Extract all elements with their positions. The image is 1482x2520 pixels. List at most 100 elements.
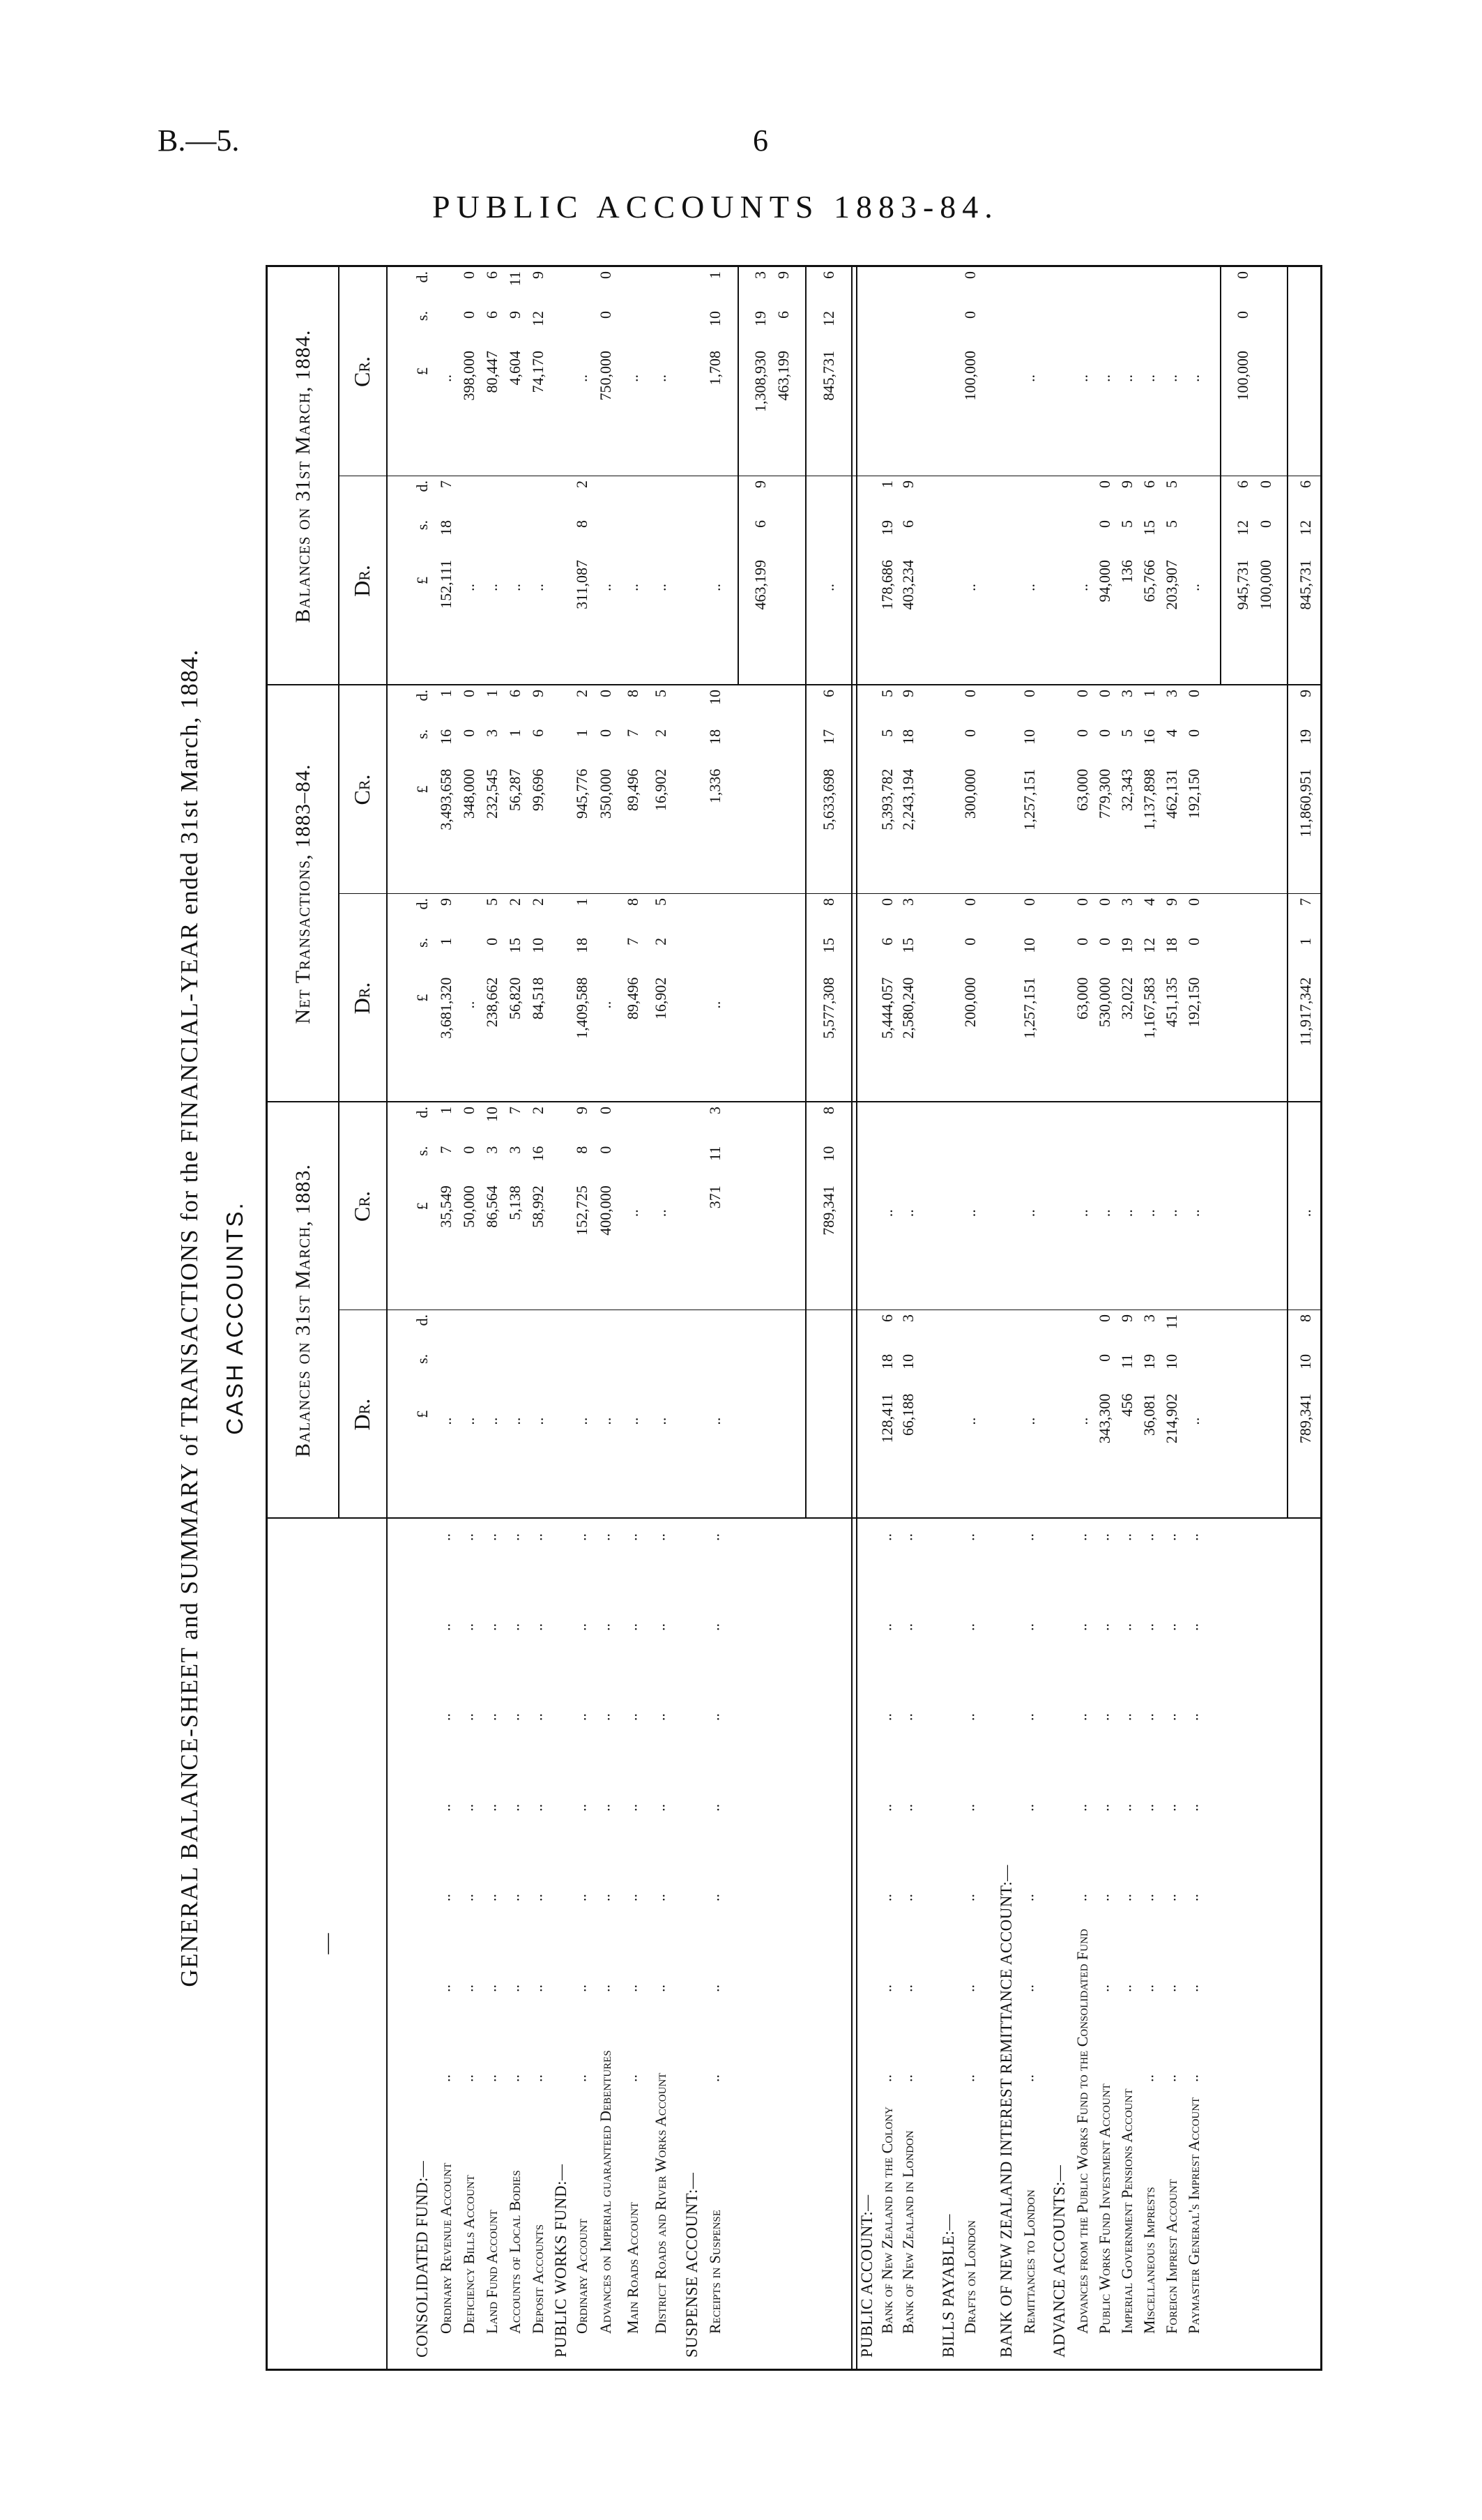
row-label-cell: BANK OF NEW ZEALAND INTEREST REMITTANCE …	[995, 1508, 1018, 2369]
leader-dots: ..	[436, 1984, 454, 1992]
pounds: 2,243,194	[899, 768, 917, 830]
nil-dots: ..	[1297, 1209, 1314, 1217]
shillings: 10	[528, 937, 547, 953]
leader-dots: ..	[705, 1623, 723, 1631]
pounds: 192,150	[1185, 768, 1202, 819]
balance-1884-dr-cell: ..	[1071, 476, 1094, 685]
nil-dots: ..	[1020, 374, 1038, 382]
leader-dots: ..	[1094, 1804, 1113, 1812]
balance-1883-cr-cell: ..	[1018, 1102, 1041, 1310]
account-name: District Roads and River Works Account	[651, 2072, 669, 2334]
pounds: 5,444,057	[878, 977, 896, 1039]
amount-line: ..	[1294, 1102, 1317, 1310]
pence: 8	[623, 690, 641, 698]
sheet-subtitle: CASH ACCOUNTS.	[222, 1201, 247, 1435]
section-heading: CONSOLIDATED FUND:—	[413, 2160, 431, 2358]
net-1883-84-dr-cell: 1,257,151 10 0	[1018, 894, 1041, 1102]
balance-1884-dr-cell: ..	[526, 476, 549, 685]
balance-1883-cr-cell: ..	[1094, 1102, 1116, 1310]
pence-unit: d.	[413, 898, 431, 910]
nil-dots: ..	[1074, 374, 1091, 382]
pounds: 11,860,951	[1297, 768, 1314, 837]
net-1883-84-cr-cell: 2,243,194 18 9	[898, 685, 919, 894]
leader-dots: ..	[459, 1623, 477, 1631]
shillings: 0	[1096, 1353, 1113, 1362]
leader-dots: ..	[650, 1984, 669, 1992]
leader-dots: ..	[1139, 1713, 1157, 1721]
leader-dots: ..	[482, 1894, 500, 1902]
header-cr: Cr.	[349, 356, 374, 388]
net-1883-84-cr-cell: 11,860,951 19 9	[1287, 685, 1324, 894]
amount-line: 238,662 0 5	[480, 894, 503, 1102]
balance-1884-dr-cell: ..	[1183, 476, 1205, 685]
section-heading: SUSPENSE ACCOUNT:—	[682, 2172, 701, 2358]
pounds: 32,022	[1118, 977, 1136, 1020]
pounds: 2,580,240	[899, 977, 917, 1039]
pounds: 451,135	[1163, 977, 1180, 1028]
leader-dots: ..	[459, 1533, 477, 1541]
pence-unit: d.	[413, 480, 431, 492]
amount-line: 89,496 7 8	[621, 894, 644, 1102]
row-label-cell: Bank of New Zealand in London...........…	[898, 1484, 919, 2369]
table-row: Remittances to London.................. 1…	[1018, 267, 1041, 2369]
label-column-header: —	[315, 1933, 338, 1954]
section-heading: BILLS PAYABLE:—	[940, 2214, 957, 2358]
pounds: 89,496	[623, 768, 641, 812]
pounds: 192,150	[1185, 977, 1202, 1028]
table-row: Advances on Imperial guaranteed Debentur…	[594, 267, 617, 2369]
balance-1883-dr-cell: ..	[1018, 1310, 1041, 1519]
nil-dots: ..	[505, 1417, 524, 1425]
pence: 0	[1074, 690, 1091, 698]
net-1883-84-dr-cell: 1,409,588 18 1	[570, 894, 593, 1102]
balance-1883-cr-cell: £ s. d.	[411, 1102, 434, 1310]
pence: 5	[482, 898, 501, 906]
amount-line: 845,731 12 6	[1294, 476, 1317, 685]
leader-dots: ..	[1019, 2074, 1037, 2082]
shillings: 0	[1074, 729, 1091, 737]
nil-dots: ..	[1118, 374, 1136, 382]
leader-dots: ..	[898, 1713, 916, 1721]
rule	[386, 267, 388, 2369]
amount-line: 178,686 19 1	[877, 476, 898, 685]
leader-dots: ..	[877, 1984, 895, 1992]
balance-1883-dr-cell: 36,081 19 3	[1138, 1310, 1161, 1519]
amount-line: 451,135 18 9	[1161, 894, 1183, 1102]
leader-dots: ..	[572, 1894, 590, 1902]
balance-1883-dr-cell: 214,902 10 11	[1161, 1310, 1183, 1519]
shillings: 19	[751, 311, 769, 326]
leader-dots: ..	[459, 1894, 477, 1902]
table-row: Receipts in Suspense................ 371 1…	[703, 267, 726, 2369]
pounds-unit: £	[413, 994, 431, 1002]
nil-dots: ..	[596, 584, 614, 591]
amount-line: 343,300 0 0	[1094, 1310, 1116, 1519]
amount-line: 5,633,698 17 6	[818, 685, 841, 894]
balance-1884-cr-cell: 74,170 12 9	[526, 267, 549, 476]
balance-1884-dr-cell: 845,731 12 6	[1287, 476, 1324, 685]
amount-line: ..	[898, 1102, 919, 1310]
amount-line: ..	[1071, 1102, 1094, 1310]
net-1883-84-cr-cell: 56,287 1 6	[503, 685, 526, 894]
net-1883-84-dr-cell: ..	[703, 894, 726, 1102]
amount-line: ..	[959, 476, 981, 685]
pounds: 99,696	[528, 768, 547, 812]
leader-dots: ..	[622, 1713, 641, 1721]
shillings: 10	[899, 1353, 917, 1369]
pence: 9	[528, 271, 547, 279]
leader-dots: ..	[528, 1984, 546, 1992]
pounds: 232,545	[482, 768, 501, 819]
leader-dots: ..	[877, 1804, 895, 1812]
page-number: 6	[753, 123, 768, 158]
balance-1883-cr-cell: ..	[1071, 1102, 1094, 1310]
pence: 3	[899, 898, 917, 906]
leader-dots: ..	[1184, 1894, 1202, 1902]
pounds: 32,343	[1118, 768, 1136, 812]
shillings: 15	[505, 937, 524, 953]
amount-line: 1,257,151 10 0	[1018, 894, 1041, 1102]
nil-dots: ..	[899, 1209, 917, 1217]
amount-line: 350,000 0 0	[594, 685, 617, 894]
balance-1883-dr-cell: ..	[503, 1310, 526, 1519]
leader-dots: ..	[1019, 1713, 1037, 1721]
pounds: 35,549	[436, 1185, 454, 1228]
table-row: District Roads and River Works Account..…	[649, 267, 672, 2369]
leader-dots: ..	[459, 1713, 477, 1721]
